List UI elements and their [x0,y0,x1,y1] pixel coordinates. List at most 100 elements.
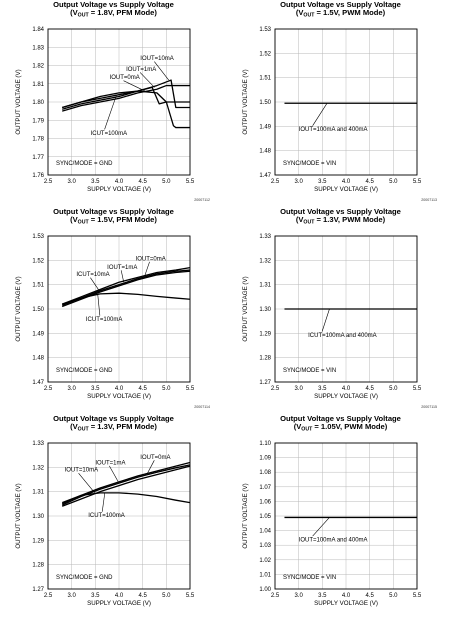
panel-title: Output Voltage vs Supply Voltage [280,0,401,9]
chart-5: 2.5 3.0 3.5 4.0 4.5 5.0 5.5 1.27 1.28 1.29 1.30 1.3… [15,441,195,607]
panel-title: Output Voltage vs Supply Voltage [280,207,401,216]
x-tick-label: 5.0 [389,179,398,185]
series-annotation: ICUT=100mA [88,513,125,519]
series-line [61,270,191,308]
series-annotation: ICUT=10mA [76,272,109,278]
annotation-leader [109,465,120,484]
y-tick-label: 1.29 [32,538,44,544]
annotation-leader [78,473,96,494]
y-tick-label: 1.83 [32,45,44,51]
x-axis-label: SUPPLY VOLTAGE (V) [87,393,151,400]
y-tick-label: 1.00 [259,587,271,593]
y-axis-label: OUTPUT VOLTAGE (V) [15,69,22,134]
annotation-leader [144,261,150,276]
y-axis-label: OUTPUT VOLTAGE (V) [15,276,22,341]
annotation-leader [312,103,328,126]
x-tick-label: 5.0 [389,386,398,392]
series-annotation: IOUT=100mA and 400mA [299,127,368,133]
series-annotation: IOUT=10mA [65,468,99,474]
y-tick-label: 1.28 [259,356,271,362]
y-tick-label: 1.27 [259,380,271,386]
x-tick-label: 4.5 [138,386,147,392]
y-tick-label: 1.02 [259,558,271,564]
y-tick-label: 1.27 [32,587,44,593]
x-tick-label: 5.0 [162,386,171,392]
x-tick-label: 3.0 [67,386,76,392]
x-tick-label: 3.5 [91,179,100,185]
annotation-leader [312,517,330,537]
x-tick-label: 4.0 [342,179,351,185]
y-tick-label: 1.52 [32,258,44,264]
chart-3: 2.5 3.0 3.5 4.0 4.5 5.0 5.5 1.47 1.48 1.49 1.50 1.5… [15,234,210,409]
panel-subtitle: (VOUT = 1.8V, PFM Mode) [70,8,157,19]
y-tick-label: 1.51 [259,76,271,82]
y-axis-label: OUTPUT VOLTAGE (V) [242,276,249,341]
annotation-leader [154,61,169,81]
series-annotation: ICUT=100mA [91,131,128,137]
condition-label: SYNC/MODE = VIN [283,368,336,374]
y-tick-label: 1.08 [259,470,271,476]
figure-code: 20007114 [194,405,210,409]
plot-frame [47,235,191,383]
panel-subtitle: (VOUT = 1.5V, PWM Mode) [295,8,386,19]
y-tick-label: 1.82 [32,64,44,70]
condition-label: SYNC/MODE = GND [56,575,113,581]
x-tick-label: 3.0 [67,179,76,185]
series-annotation: IOUT=1mA [95,460,125,466]
y-tick-label: 1.32 [32,465,44,471]
x-axis-label: SUPPLY VOLTAGE (V) [87,600,151,607]
y-tick-label: 1.10 [259,441,271,447]
x-tick-label: 4.0 [342,386,351,392]
x-tick-label: 4.5 [365,386,374,392]
panel-subtitle: (VOUT = 1.3V, PFM Mode) [70,422,157,433]
series-line [61,465,191,507]
y-tick-label: 1.04 [259,529,271,535]
plot-frame [274,28,418,176]
y-tick-label: 1.48 [32,356,44,362]
series-line [61,461,191,505]
figure-code: 20007112 [194,198,210,202]
y-tick-label: 1.48 [259,149,271,155]
condition-label: SYNC/MODE = VIN [283,161,336,167]
figure-code: 20007113 [421,198,437,202]
series-annotation: IOUT=10mA [140,56,174,62]
x-tick-label: 4.0 [115,386,124,392]
y-tick-label: 1.29 [259,331,271,337]
series-annotation: IOUT=100mA and 400mA [299,538,368,544]
x-tick-label: 5.0 [389,593,398,599]
condition-label: SYNC/MODE = GND [56,368,113,374]
y-tick-label: 1.76 [32,173,44,179]
x-tick-label: 4.0 [115,179,124,185]
y-tick-label: 1.33 [259,234,271,240]
chart-2: 2.5 3.0 3.5 4.0 4.5 5.0 5.5 1.47 1.48 1.49 1.50 1.5… [242,27,437,202]
annotation-leader [90,277,101,293]
y-tick-label: 1.78 [32,137,44,143]
panel-title: Output Voltage vs Supply Voltage [280,414,401,423]
y-tick-label: 1.79 [32,118,44,124]
y-axis-label: OUTPUT VOLTAGE (V) [242,69,249,134]
x-tick-label: 3.5 [318,593,327,599]
x-tick-label: 3.0 [67,593,76,599]
y-tick-label: 1.31 [32,490,44,496]
y-tick-label: 1.01 [259,572,271,578]
x-axis-label: SUPPLY VOLTAGE (V) [314,186,378,193]
condition-label: SYNC/MODE = GND [56,161,113,167]
y-tick-label: 1.77 [32,155,44,161]
y-tick-label: 1.52 [259,51,271,57]
y-tick-label: 1.30 [32,514,44,520]
panel-title: Output Voltage vs Supply Voltage [53,207,174,216]
y-tick-label: 1.47 [259,173,271,179]
annotation-leader [120,270,125,283]
series-line [62,90,190,129]
y-tick-label: 1.84 [32,27,44,33]
panel-title: Output Voltage vs Supply Voltage [53,0,174,9]
x-tick-label: 2.5 [271,386,280,392]
y-tick-label: 1.81 [32,82,44,88]
plot-frame [274,442,418,590]
x-tick-label: 5.5 [186,593,195,599]
x-axis-label: SUPPLY VOLTAGE (V) [314,393,378,400]
panel-5: Output Voltage vs Supply Voltage (VOUT =… [0,414,227,621]
y-tick-label: 1.05 [259,514,271,520]
x-tick-label: 2.5 [44,386,53,392]
